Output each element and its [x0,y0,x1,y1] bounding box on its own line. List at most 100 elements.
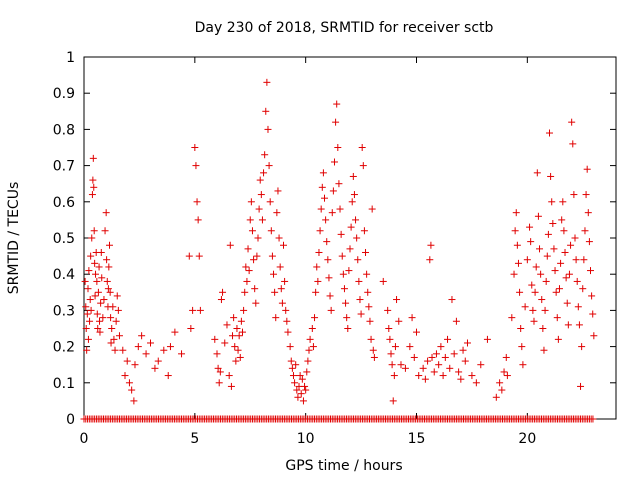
data-point [543,252,551,260]
data-point [231,343,239,351]
data-point [439,372,447,380]
data-point [94,288,102,296]
data-point [90,183,98,191]
data-point [313,263,321,271]
data-point [237,317,245,325]
data-point [549,220,557,228]
data-point [472,379,480,387]
data-point [292,361,300,369]
x-tick-label: 10 [297,431,315,447]
data-point [502,353,510,361]
data-point [87,306,95,314]
data-point [255,205,263,213]
data-point [242,263,250,271]
data-point [289,372,297,380]
x-tick-label: 15 [408,431,426,447]
data-point [97,248,105,256]
data-point [296,372,304,380]
data-point [391,343,399,351]
data-point [408,314,416,322]
data-point [194,216,202,224]
data-point [211,335,219,343]
data-point [251,285,259,293]
data-point [508,314,516,322]
data-point [86,317,94,325]
data-point [365,303,373,311]
data-point [572,256,580,264]
data-point [191,144,199,151]
data-point [569,140,577,148]
data-point [316,227,324,235]
data-point [105,241,113,249]
data-point [238,328,246,336]
data-point [113,292,121,300]
data-point [334,144,342,151]
data-point [448,296,456,304]
data-point [221,339,229,347]
data-point [243,277,251,285]
data-point [358,144,366,151]
data-point [107,339,115,347]
y-tick-label: 0.6 [53,195,75,211]
data-point [565,270,573,278]
data-point [437,343,445,351]
plot-frame [83,56,617,420]
data-point [187,325,195,332]
x-tick-label: 5 [190,431,199,447]
data-point [253,252,261,260]
data-point [446,364,454,372]
data-point [498,386,506,394]
data-point [366,317,374,325]
data-point [217,296,225,304]
data-point [305,346,313,354]
data-point [573,277,581,285]
data-point [282,306,290,314]
data-point [581,227,589,235]
data-point [338,252,346,260]
data-point [500,368,508,376]
data-point [112,317,120,325]
data-point [585,238,593,246]
data-point [542,277,550,285]
data-point [428,353,436,361]
data-point [578,343,586,351]
data-point [544,230,552,238]
data-point [590,332,598,340]
data-point [312,288,320,296]
data-point [477,361,485,369]
data-point [131,361,139,369]
data-point [539,325,547,332]
data-point [308,325,316,332]
data-point [512,209,520,217]
data-point [266,198,274,206]
data-point [248,227,256,235]
data-point [570,191,578,199]
data-point [270,270,278,278]
data-point [362,248,370,256]
data-point [134,343,142,351]
data-point [345,267,353,275]
data-point [386,335,394,343]
data-point [267,227,275,235]
data-point [303,368,311,376]
data-point [91,259,99,267]
data-point [455,368,463,376]
data-point [166,343,174,351]
data-point [323,238,331,246]
data-point [589,310,597,318]
data-point [246,216,254,224]
data-point [193,198,201,206]
data-point [83,310,91,318]
data-point [189,306,197,314]
data-point [516,288,524,296]
data-point [538,296,546,304]
data-point [329,187,337,195]
data-point [424,357,432,365]
data-point [574,303,582,311]
data-point [123,357,131,365]
data-point [82,325,90,332]
data-point [227,382,235,390]
data-point [387,350,395,358]
data-point [503,372,511,380]
data-point [109,303,117,311]
